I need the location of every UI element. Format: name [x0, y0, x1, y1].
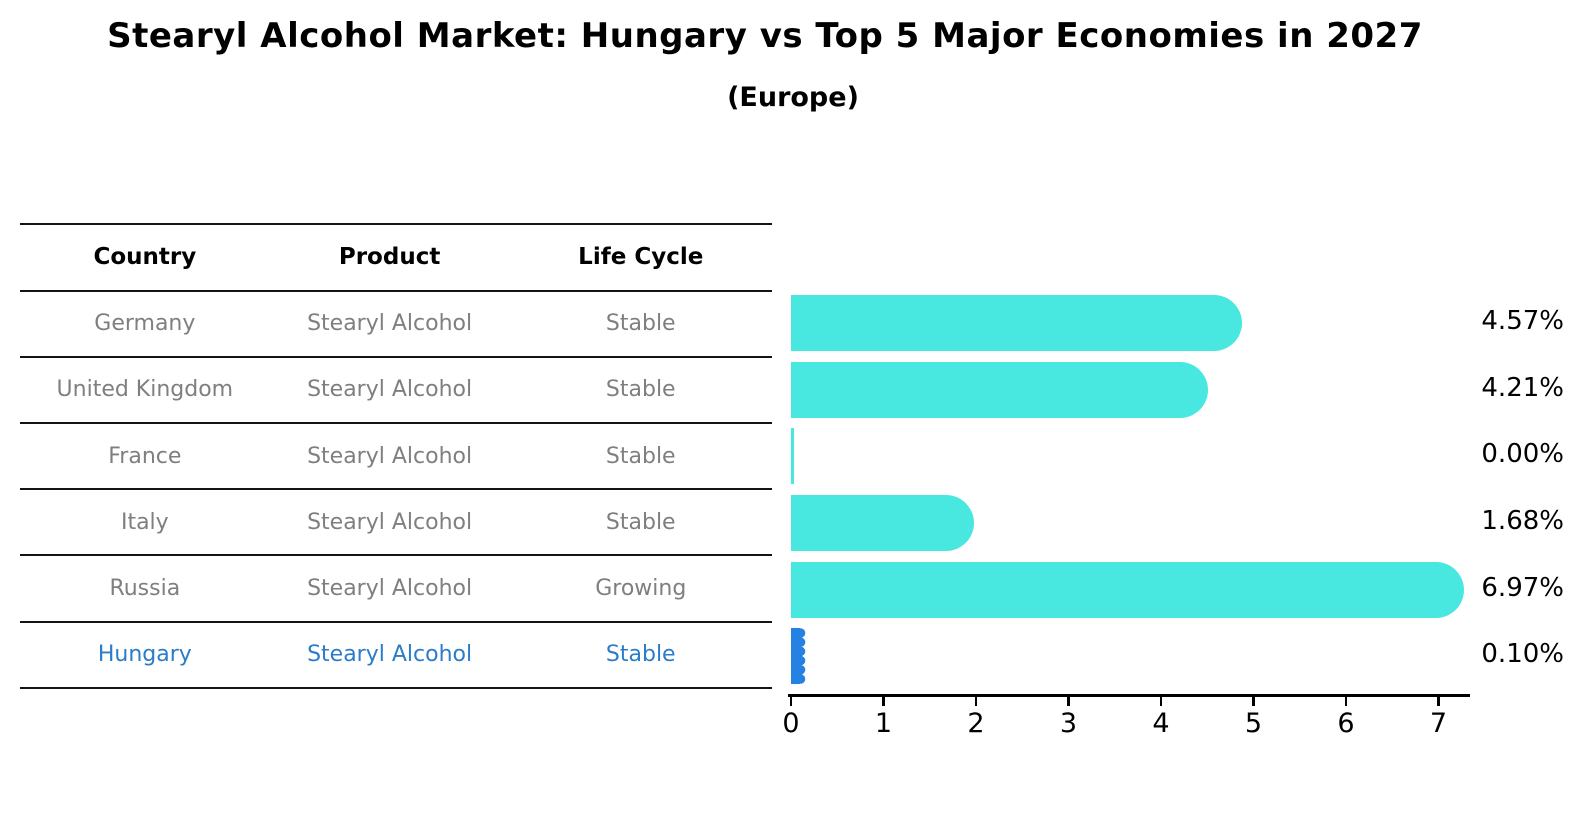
- x-tick-mark: [974, 697, 978, 706]
- x-tick-mark: [882, 697, 885, 706]
- life-cycle-cell: Stable: [605, 509, 676, 535]
- life-cycle-cell: Growing: [595, 575, 687, 601]
- country-cell: Russia: [109, 575, 181, 601]
- col-header-life-cycle: Life Cycle: [578, 244, 704, 271]
- col-header-product: Product: [338, 244, 441, 271]
- bar-united-kingdom: [791, 361, 1209, 418]
- bar-value-label: 0.10%: [1481, 639, 1564, 670]
- bar-value-label: 4.57%: [1481, 306, 1564, 336]
- col-header-country: Country: [93, 244, 197, 271]
- country-cell: United Kingdom: [56, 377, 234, 403]
- x-tick-label: 5: [1244, 708, 1263, 739]
- bar-value-label: 6.97%: [1481, 572, 1564, 603]
- x-tick-mark: [1159, 697, 1163, 706]
- table-body: Germany Stearyl Alcohol Stable United Kingd…: [20, 292, 772, 689]
- bar-france: [791, 428, 794, 485]
- chart-title: Stearyl Alcohol Market: Hungary vs Top 5…: [107, 16, 1423, 56]
- product-cell: Stearyl Alcohol: [307, 377, 473, 403]
- table-row: Germany Stearyl Alcohol Stable: [20, 292, 772, 358]
- country-cell: Germany: [94, 311, 196, 337]
- x-tick-mark: [1437, 697, 1440, 706]
- life-cycle-cell: Stable: [605, 443, 676, 469]
- x-axis-line: [788, 694, 1470, 697]
- x-tick-mark: [1067, 697, 1070, 706]
- bar-hungary: [791, 628, 806, 685]
- life-cycle-cell: Stable: [605, 642, 676, 668]
- product-cell: Stearyl Alcohol: [307, 509, 473, 535]
- table-row: France Stearyl Alcohol Stable: [20, 424, 772, 491]
- x-tick-mark: [1252, 697, 1255, 706]
- chart-subtitle: (Europe): [727, 82, 859, 113]
- bar-russia: [791, 561, 1464, 618]
- x-tick-label: 4: [1152, 708, 1170, 739]
- table-row: Hungary Stearyl Alcohol Stable: [20, 623, 772, 689]
- bar-value-label: 4.21%: [1481, 372, 1564, 403]
- product-cell: Stearyl Alcohol: [307, 575, 473, 601]
- product-cell: Stearyl Alcohol: [307, 443, 473, 469]
- x-tick-label: 7: [1429, 708, 1448, 739]
- x-tick-label: 0: [782, 708, 800, 739]
- country-table: Country Product Life Cycle Germany Steary…: [20, 223, 772, 689]
- life-cycle-cell: Stable: [605, 311, 676, 337]
- x-tick-label: 1: [874, 708, 893, 739]
- country-cell: Hungary: [97, 642, 192, 668]
- bar-italy: [791, 495, 975, 551]
- x-tick-label: 6: [1337, 708, 1355, 739]
- bar-value-label: 1.68%: [1481, 506, 1564, 536]
- country-cell: Italy: [120, 509, 169, 535]
- x-tick-mark: [1344, 697, 1348, 706]
- bar-germany: [791, 295, 1242, 351]
- life-cycle-cell: Stable: [605, 377, 676, 403]
- table-row: Russia Stearyl Alcohol Growing: [20, 556, 772, 623]
- table-row: Italy Stearyl Alcohol Stable: [20, 490, 772, 557]
- table-row: United Kingdom Stearyl Alcohol Stable: [20, 358, 772, 424]
- x-tick-mark: [789, 697, 793, 706]
- x-tick-label: 3: [1059, 708, 1078, 739]
- product-cell: Stearyl Alcohol: [307, 642, 473, 668]
- product-cell: Stearyl Alcohol: [307, 311, 473, 337]
- bar-value-label: 0.00%: [1481, 439, 1564, 470]
- country-cell: France: [108, 443, 182, 469]
- table-header-row: Country Product Life Cycle: [20, 225, 772, 292]
- x-tick-label: 2: [967, 708, 985, 739]
